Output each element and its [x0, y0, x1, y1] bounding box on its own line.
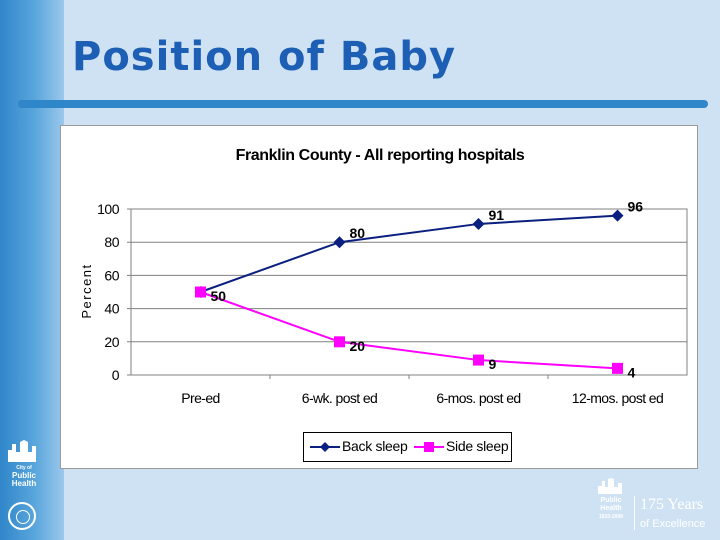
- side-sleep-point: [334, 336, 345, 348]
- y-tick-label: 100: [97, 201, 120, 217]
- legend-side-sleep-marker: [424, 442, 434, 452]
- side-sleep-point: [195, 286, 206, 298]
- back-sleep-point: [333, 236, 346, 249]
- data-label: 9: [489, 356, 497, 372]
- logo-line-1: City of: [16, 465, 32, 471]
- slide-title: Position of Baby: [72, 34, 457, 80]
- plot-area: [130, 208, 688, 376]
- x-tick-label: 12-mos. post ed: [572, 390, 663, 406]
- chart-title: Franklin County - All reporting hospital…: [236, 147, 525, 164]
- side-sleep-point: [473, 354, 484, 366]
- data-label: 91: [489, 207, 505, 223]
- x-tick-label: Pre-ed: [181, 390, 219, 406]
- y-tick-label: 0: [112, 367, 120, 383]
- y-tick-label: 60: [104, 267, 119, 283]
- skyline-icon: [598, 478, 622, 494]
- city-seal-icon: [8, 502, 36, 530]
- back-sleep-point: [611, 209, 624, 222]
- side-sleep-point: [612, 362, 623, 374]
- y-tick-label: 40: [104, 301, 119, 317]
- back-sleep-point: [472, 217, 485, 230]
- x-tick-label: 6-wk. post ed: [302, 390, 377, 406]
- excellence-label: of Excellence: [640, 518, 706, 530]
- data-label: 20: [350, 338, 366, 354]
- data-label: 96: [628, 199, 644, 215]
- title-underline: [18, 100, 708, 108]
- public-health-logo: City of Public Health: [4, 440, 44, 495]
- bottom-logo-line-3: 1833-2008: [599, 514, 623, 520]
- line-chart: Franklin County - All reporting hospital…: [79, 147, 688, 406]
- series-line-back-sleep: [200, 214, 618, 293]
- bottom-logo-line-1: Public: [600, 497, 622, 504]
- legend-side-sleep-label: Side sleep: [446, 438, 509, 454]
- anniversary-logo: Public Health 1833-2008 175 Years of Exc…: [594, 478, 716, 533]
- series-line-side-sleep: [200, 291, 618, 370]
- data-label: 4: [628, 364, 636, 380]
- chart-container: Franklin County - All reporting hospital…: [60, 125, 698, 469]
- y-tick-label: 20: [104, 334, 119, 350]
- y-axis-label: Percent: [79, 263, 94, 318]
- y-tick-label: 80: [104, 234, 119, 250]
- years-label: 175 Years: [640, 496, 704, 513]
- logo-line-2: Public: [11, 471, 36, 480]
- data-label: 80: [350, 225, 366, 241]
- legend-back-sleep-marker: [320, 442, 330, 452]
- logo-line-3: Health: [11, 479, 37, 488]
- bottom-public-health-logo: Public Health 1833-2008: [594, 478, 628, 530]
- bottom-logo-line-2: Health: [600, 505, 622, 512]
- chart-legend: Back sleep Side sleep: [303, 432, 512, 462]
- data-label: 50: [211, 288, 227, 304]
- x-tick-label: 6-mos. post ed: [436, 390, 520, 406]
- skyline-icon: [8, 440, 36, 462]
- legend-back-sleep-label: Back sleep: [342, 438, 408, 454]
- logo-divider: [634, 496, 635, 530]
